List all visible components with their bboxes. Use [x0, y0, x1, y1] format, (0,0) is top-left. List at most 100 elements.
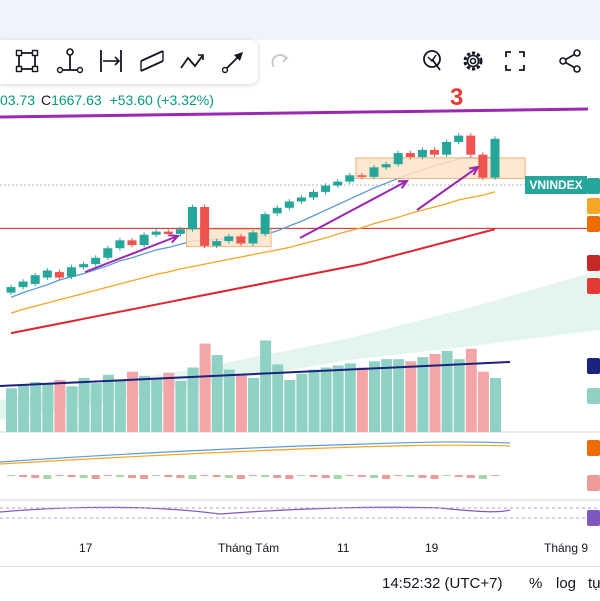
- parallel-channel-icon[interactable]: [137, 46, 167, 76]
- trend-arrow-1: [84, 235, 179, 273]
- x-axis-label-thang-9: Tháng 9: [544, 541, 589, 555]
- volume-bar: [356, 367, 368, 432]
- histogram-bar: [55, 475, 64, 476]
- anchored-text-icon[interactable]: [55, 46, 85, 76]
- candle: [478, 154, 488, 178]
- volume-bar: [490, 377, 501, 432]
- ma-long-line: [10, 228, 496, 335]
- volume-bar: [42, 384, 54, 432]
- volume-bar: [151, 378, 163, 432]
- candle: [200, 207, 210, 246]
- histogram-bar: [406, 475, 415, 477]
- volume-bar: [417, 357, 429, 432]
- histogram-bar: [442, 475, 451, 476]
- volume-bar: [18, 385, 30, 432]
- histogram-bar: [345, 475, 354, 476]
- candle: [91, 257, 101, 265]
- candle: [248, 232, 258, 244]
- candle: [405, 153, 415, 158]
- candle: [430, 149, 439, 155]
- volume-bar: [260, 340, 272, 432]
- redo-icon[interactable]: [266, 46, 296, 76]
- histogram-bar: [430, 475, 439, 479]
- price-chart[interactable]: [0, 0, 600, 566]
- volume-bar: [90, 383, 102, 432]
- histogram-bar: [103, 475, 112, 476]
- candle: [151, 231, 161, 235]
- bottom-status-bar: [0, 566, 600, 601]
- volume-bar: [6, 388, 17, 432]
- candle: [321, 185, 331, 192]
- histogram-bar: [370, 475, 378, 478]
- path-icon[interactable]: [178, 46, 208, 76]
- histogram-bar: [19, 475, 28, 477]
- rsi-line: [0, 506, 511, 515]
- auto-scale-button[interactable]: tự: [588, 575, 600, 592]
- candle: [272, 207, 282, 214]
- price-axis-tag: [587, 475, 600, 491]
- histogram-bar: [67, 475, 76, 477]
- histogram-bar: [297, 475, 306, 476]
- price-axis-tag: [587, 440, 600, 456]
- candle: [54, 272, 64, 278]
- date-range-icon[interactable]: [96, 46, 126, 76]
- fullscreen-icon[interactable]: [500, 46, 530, 76]
- macd-line: [0, 441, 511, 463]
- candle: [103, 248, 113, 258]
- volume-bar: [199, 343, 211, 432]
- histogram-bar: [212, 475, 221, 477]
- volume-bar: [344, 363, 356, 432]
- share-icon[interactable]: [555, 46, 585, 76]
- volume-bar: [320, 367, 332, 432]
- trend-arrow-2: [299, 180, 408, 239]
- histogram-bar: [309, 475, 318, 477]
- candle: [284, 201, 294, 208]
- histogram-bar: [236, 475, 245, 479]
- candle: [127, 240, 137, 246]
- volume-bar: [54, 380, 66, 432]
- candle: [42, 270, 52, 278]
- volume-bar: [296, 373, 308, 432]
- close-label: C: [40, 92, 52, 108]
- x-axis-label-thang-tam: Tháng Tám: [218, 541, 280, 555]
- settings-icon[interactable]: [458, 46, 488, 76]
- clock-time[interactable]: 14:52:32 (UTC+7): [382, 575, 503, 592]
- ohlc-legend: 03.73 C1667.63 +53.60 (+3.32%): [0, 92, 214, 108]
- rectangle-icon[interactable]: [12, 46, 42, 76]
- log-scale-button[interactable]: log: [556, 575, 577, 592]
- histogram-bar: [394, 475, 403, 476]
- price-axis-tag: [587, 178, 600, 194]
- volume-bar: [393, 359, 405, 432]
- volume-bar: [441, 350, 453, 432]
- x-axis-label-11: 11: [337, 541, 350, 555]
- percent-scale-button[interactable]: %: [529, 575, 543, 592]
- candle: [212, 241, 222, 246]
- histogram-bar: [478, 475, 487, 479]
- candle: [309, 191, 318, 198]
- volume-bar: [369, 361, 380, 432]
- top-trendline: [0, 107, 589, 119]
- histogram-bar: [140, 475, 149, 479]
- volume-bar: [272, 364, 284, 432]
- volume-bar: [465, 348, 477, 432]
- indicator-templates-icon[interactable]: [418, 46, 448, 76]
- histogram-bar: [321, 475, 330, 478]
- candle: [369, 167, 379, 177]
- signal-line: [0, 444, 511, 465]
- volume-bar: [332, 365, 344, 432]
- candle: [260, 214, 270, 234]
- histogram-bar: [128, 475, 136, 478]
- volume-bar: [114, 380, 126, 432]
- histogram-bar: [176, 475, 185, 478]
- volume-bar: [381, 359, 393, 432]
- price-axis-tag: [587, 388, 600, 404]
- arrow-icon[interactable]: [219, 46, 249, 76]
- histogram-bar: [249, 475, 257, 476]
- histogram-bar: [491, 475, 499, 476]
- change-value: +53.60 (+3.32%): [109, 92, 214, 108]
- price-axis-tag: [587, 278, 600, 294]
- volume-bar: [139, 375, 151, 432]
- candle: [357, 175, 367, 177]
- browser-top-bar: [0, 0, 600, 40]
- symbol-label: VNINDEX: [525, 176, 587, 194]
